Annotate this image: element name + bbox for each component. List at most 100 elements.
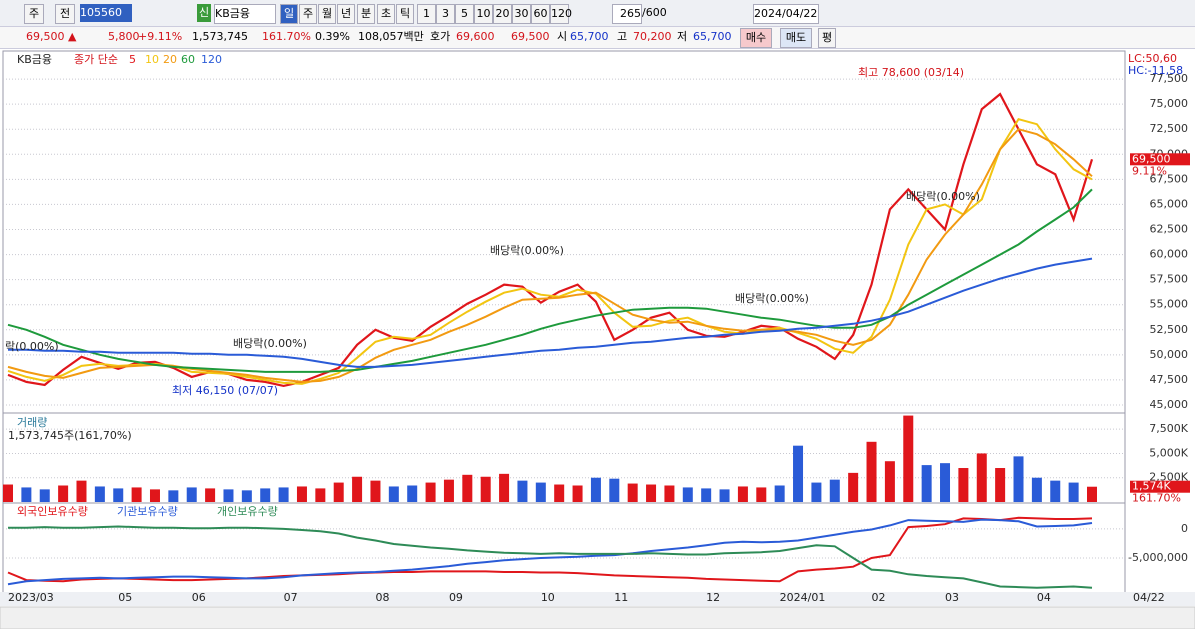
volume-bar (462, 474, 473, 502)
period-button[interactable]: 초 (377, 4, 395, 24)
legend-entry: 외국인보유수량 (17, 505, 88, 518)
volume-bar (554, 484, 565, 502)
price-tag-bg (1130, 153, 1190, 166)
period-button[interactable]: 20 (493, 4, 512, 24)
series-line (8, 525, 1093, 589)
volume-bar (976, 453, 987, 502)
code-input[interactable]: 105560 (80, 4, 132, 22)
volume-bar (1031, 477, 1042, 502)
annotation: 배당락(0.00%) (906, 190, 980, 203)
volume-bar (664, 485, 675, 502)
rate: +9.11% (138, 30, 183, 43)
period-button[interactable]: 틱 (396, 4, 414, 24)
volume-bar (58, 485, 69, 502)
series-line (7, 188, 1093, 373)
prev-button[interactable]: 전 (55, 4, 75, 24)
period-type[interactable]: 주 (24, 4, 44, 24)
hc-label: HC:-11,58 (1128, 64, 1183, 77)
x-tick-label: 03 (945, 591, 959, 604)
turnover: 0.39% (315, 30, 350, 43)
period-button[interactable]: 30 (512, 4, 531, 24)
annotation: 배당락(0.00%) (735, 292, 809, 305)
buy-button[interactable]: 매수 (740, 28, 772, 48)
volume-bar (811, 482, 822, 502)
x-tick-label: 06 (192, 591, 206, 604)
stock-name[interactable]: KB금융 (214, 4, 276, 24)
scrollbar[interactable] (0, 606, 1195, 629)
amount: 108,057백만 (358, 30, 424, 43)
y-tick-label: 60,000 (1150, 248, 1189, 261)
period-button[interactable]: 일 (280, 4, 298, 24)
count-input[interactable]: 265 (612, 4, 642, 24)
open: 65,700 (570, 30, 609, 43)
series-line (7, 516, 1093, 583)
price-tag: 69,500 (1132, 152, 1171, 165)
period-button[interactable]: 5 (455, 4, 474, 24)
avg-button[interactable]: 평 (818, 28, 836, 48)
annotation: 락(0.00%) (5, 340, 59, 353)
subtitle: 종가 단순 (74, 53, 118, 66)
volume-bar (388, 486, 399, 502)
series-line (7, 118, 1093, 385)
period-button[interactable]: 년 (337, 4, 355, 24)
volume-bar (370, 480, 381, 502)
period-button[interactable]: 월 (318, 4, 336, 24)
volume-bar (682, 487, 693, 502)
y-tick-label: 65,000 (1150, 197, 1189, 210)
volume-bar (21, 487, 32, 502)
date-input[interactable]: 2024/04/22 (753, 4, 819, 24)
volume-bar (223, 489, 234, 502)
y-tick-label: 77,500 (1150, 72, 1189, 85)
volume-bar (425, 482, 436, 502)
y-tick-label: 57,500 (1150, 273, 1189, 286)
price: 69,500 ▲ (26, 30, 77, 43)
x-tick-label: 07 (284, 591, 298, 604)
volume-bar (903, 415, 914, 502)
volume-tag: 1,574K (1132, 480, 1171, 493)
volume-tag-bg (1130, 480, 1190, 493)
change: 5,800 (108, 30, 140, 43)
volume-bar (627, 483, 638, 502)
x-axis-band (0, 592, 1195, 606)
legend-entry: 개인보유수량 (217, 505, 278, 518)
y-tick-label: 55,000 (1150, 298, 1189, 311)
volume-bar (315, 488, 326, 502)
volume-bar (793, 445, 804, 502)
y-tick-label: 72,500 (1150, 122, 1189, 135)
x-tick-label: 04 (1037, 591, 1051, 604)
y-tick-label: 7,500K (1149, 422, 1188, 435)
y-tick-label: 45,000 (1150, 398, 1189, 411)
x-tick-label: 2023/03 (8, 591, 54, 604)
legend-entry: 10 (145, 53, 159, 66)
volume-bar (701, 488, 712, 502)
period-button[interactable]: 60 (531, 4, 550, 24)
low-label: 저 (677, 30, 688, 43)
volume-bar (94, 486, 105, 502)
volume-bar (168, 490, 179, 502)
legend-entry: 20 (163, 53, 177, 66)
volume-bar (76, 480, 87, 502)
x-tick-label: 12 (706, 591, 720, 604)
volume-bar (829, 479, 840, 502)
volume-bar (241, 490, 252, 502)
y-tick-label: 75,000 (1150, 97, 1189, 110)
period-button[interactable]: 주 (299, 4, 317, 24)
sell-button[interactable]: 매도 (780, 28, 812, 48)
volume-bar (590, 477, 601, 502)
toolbar: 주 전 105560 신 KB금융 일 주 월 년 분 초 틱 1 3 5 10 20 30 60 120 … (0, 0, 1195, 27)
y-tick-label: 52,500 (1150, 323, 1189, 336)
annotation: 배당락(0.00%) (490, 244, 564, 257)
period-button[interactable]: 1 (417, 4, 436, 24)
period-button[interactable]: 3 (436, 4, 455, 24)
volume-bar (958, 468, 969, 502)
legend-entry: 60 (181, 53, 195, 66)
period-button[interactable]: 분 (357, 4, 375, 24)
x-tick-label: 11 (614, 591, 628, 604)
volume-bar (1013, 456, 1024, 502)
volume-bar (352, 476, 363, 502)
panel-title: 거래량 (17, 416, 47, 429)
volume-bar (333, 482, 344, 502)
period-button[interactable]: 120 (550, 4, 572, 24)
period-button[interactable]: 10 (474, 4, 493, 24)
